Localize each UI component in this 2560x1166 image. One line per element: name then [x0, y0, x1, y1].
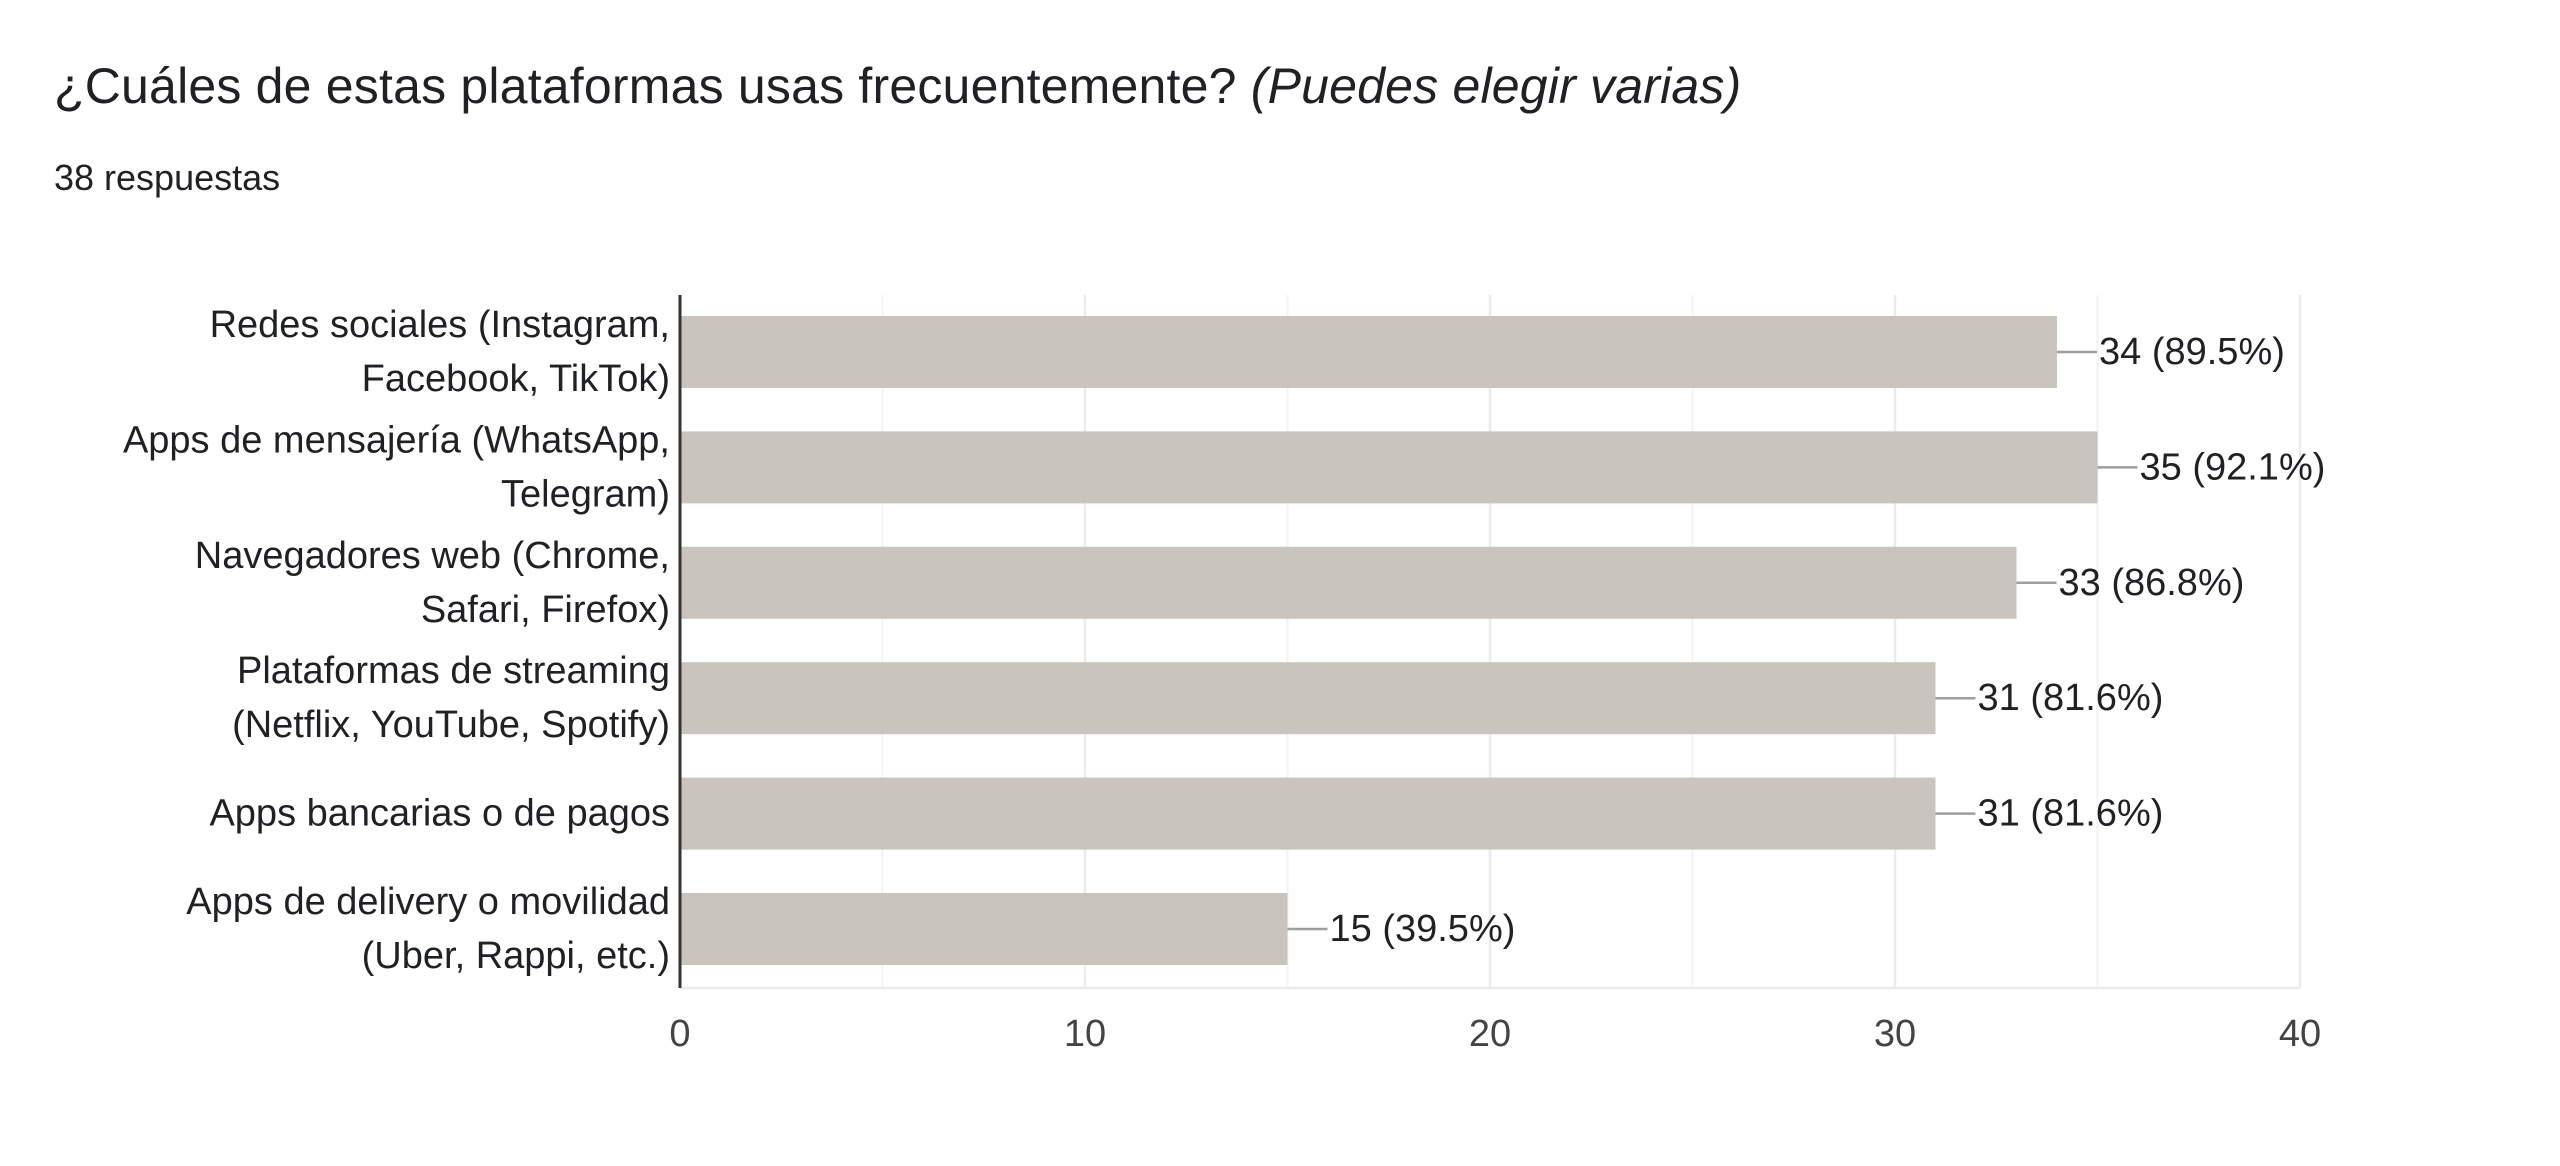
x-tick-label: 40 [2279, 1013, 2321, 1055]
category-label: Redes sociales (Instagram, [210, 304, 670, 346]
x-tick-label: 10 [1064, 1013, 1106, 1055]
bar [680, 777, 1936, 850]
category-label: Facebook, TikTok) [362, 358, 670, 400]
category-label: Navegadores web (Chrome, [195, 535, 670, 577]
labels: 34 (89.5%) Redes sociales (Instagram, Face… [123, 304, 2325, 1055]
category-label: Apps bancarias o de pagos [209, 793, 670, 835]
question-text: ¿Cuáles de estas plataformas usas frecue… [54, 58, 1237, 114]
responses-count: 38 respuestas [54, 157, 281, 198]
data-label: 34 (89.5%) [2099, 331, 2285, 373]
data-label: 35 (92.1%) [2140, 446, 2326, 488]
category-label: Plataformas de streaming [237, 650, 670, 692]
bar [680, 546, 2017, 619]
data-label: 33 (86.8%) [2059, 562, 2245, 604]
data-label: 31 (81.6%) [1978, 677, 2164, 719]
category-label: Telegram) [501, 473, 670, 515]
bar [680, 662, 1936, 735]
bar [680, 893, 1288, 965]
bar [680, 316, 2057, 388]
category-label: (Uber, Rappi, etc.) [362, 935, 670, 977]
x-tick-label: 20 [1469, 1013, 1511, 1055]
bar [680, 431, 2098, 504]
category-label: Apps de mensajería (WhatsApp, [123, 419, 670, 461]
gridlines [680, 295, 2302, 990]
category-label: (Netflix, YouTube, Spotify) [232, 704, 670, 746]
question-hint: (Puedes elegir varias) [1250, 58, 1742, 114]
x-tick-label: 30 [1874, 1013, 1916, 1055]
x-tick-label: 0 [669, 1013, 690, 1055]
bars [680, 316, 2138, 965]
data-label: 31 (81.6%) [1978, 793, 2164, 835]
question-title: ¿Cuáles de estas plataformas usas frecue… [54, 56, 1741, 116]
data-label: 15 (39.5%) [1330, 908, 1516, 950]
category-label: Safari, Firefox) [421, 589, 670, 631]
category-label: Apps de delivery o movilidad [186, 881, 670, 923]
